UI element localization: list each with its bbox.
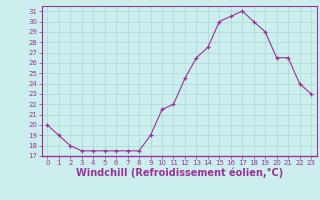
X-axis label: Windchill (Refroidissement éolien,°C): Windchill (Refroidissement éolien,°C)	[76, 168, 283, 178]
